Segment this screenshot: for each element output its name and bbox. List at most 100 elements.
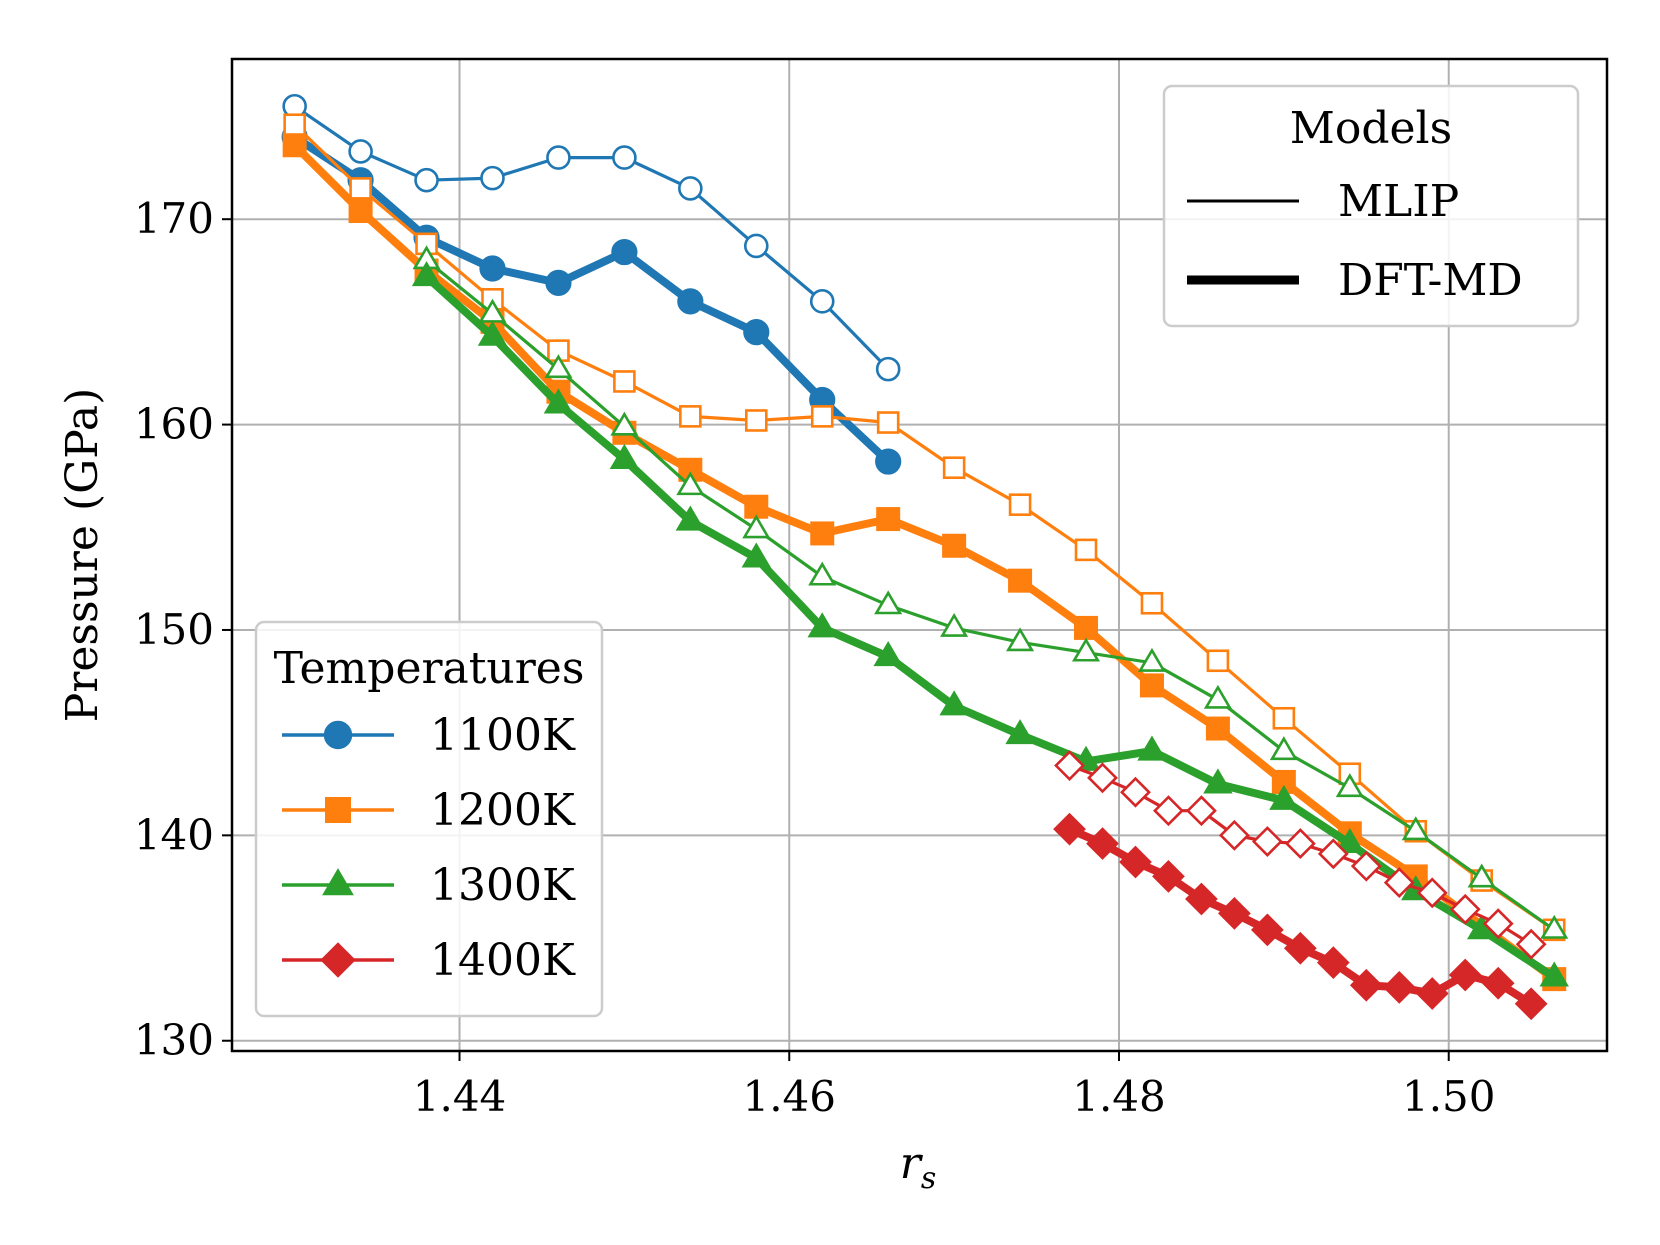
data-point — [876, 507, 901, 532]
data-point — [1448, 958, 1482, 992]
data-point — [676, 471, 705, 496]
data-point — [1152, 860, 1185, 893]
data-point — [1185, 795, 1217, 827]
data-point — [348, 139, 373, 164]
data-point — [610, 411, 639, 436]
legend-label: 1400K — [430, 935, 576, 986]
data-point — [1071, 637, 1101, 662]
data-point — [743, 319, 770, 346]
data-point — [1316, 946, 1350, 980]
data-point — [1218, 819, 1250, 851]
legend-label: 1300K — [430, 860, 576, 911]
data-point — [1269, 736, 1298, 761]
series-1400K-MLIP — [1054, 750, 1547, 960]
data-point — [282, 133, 307, 158]
data-point — [1205, 716, 1230, 741]
data-point — [1250, 913, 1284, 947]
data-point — [875, 448, 902, 475]
data-point — [1005, 719, 1035, 745]
data-point — [1120, 776, 1151, 808]
data-point — [873, 641, 903, 667]
x-tick-label: 1.44 — [413, 1072, 507, 1121]
series-layer — [281, 93, 1569, 1021]
legend-marker — [320, 942, 356, 978]
y-tick-label: 130 — [134, 1016, 214, 1065]
data-point — [675, 505, 706, 531]
data-point — [1349, 968, 1383, 1002]
data-point — [1284, 828, 1316, 860]
legend-box — [1162, 84, 1580, 328]
data-point — [1514, 987, 1548, 1021]
data-point — [940, 612, 969, 637]
temperatures-legend: Temperatures 1100K 1200K 1300K 1400K — [254, 620, 604, 1018]
data-point — [807, 612, 837, 638]
data-point — [875, 356, 901, 382]
y-tick-label: 140 — [134, 810, 214, 859]
data-point — [679, 405, 702, 428]
data-point — [1272, 706, 1296, 730]
data-point — [677, 288, 704, 315]
legend-title: Models — [1290, 103, 1452, 154]
legend-marker — [325, 797, 351, 823]
data-point — [1401, 816, 1430, 841]
data-point — [1137, 647, 1167, 672]
data-point — [742, 514, 771, 539]
data-point — [1074, 615, 1099, 640]
y-axis-label: Pressure (GPa) — [57, 388, 108, 723]
x-tick-label: 1.50 — [1402, 1072, 1496, 1121]
models-legend: Models MLIP DFT-MD — [1162, 84, 1580, 328]
data-point — [543, 388, 574, 414]
data-point — [876, 411, 900, 434]
data-point — [1283, 931, 1317, 965]
legend-label: DFT-MD — [1338, 255, 1523, 306]
data-point — [546, 145, 571, 170]
data-point — [1382, 970, 1416, 1004]
data-point — [1218, 897, 1251, 930]
data-point — [1074, 538, 1098, 562]
data-point — [1086, 827, 1119, 860]
legend-marker — [322, 868, 354, 896]
data-point — [348, 198, 373, 223]
data-point — [1335, 773, 1364, 798]
data-point — [1006, 627, 1035, 652]
legend-box — [254, 620, 604, 1018]
data-point — [1335, 827, 1365, 854]
data-point — [1383, 867, 1415, 899]
data-point — [743, 233, 769, 259]
data-point — [874, 590, 903, 615]
y-tick-label: 150 — [134, 605, 214, 654]
data-point — [609, 443, 640, 469]
data-point — [1087, 762, 1118, 794]
data-point — [1251, 826, 1283, 857]
data-point — [1153, 795, 1184, 827]
series-1300K-DFT-MD — [411, 261, 1569, 987]
data-point — [1185, 882, 1218, 916]
data-point — [1540, 914, 1569, 939]
data-point — [411, 261, 442, 287]
data-point — [1203, 684, 1232, 709]
data-point — [477, 320, 508, 346]
data-point — [414, 167, 439, 193]
data-point — [942, 456, 966, 480]
data-point — [613, 370, 636, 393]
data-point — [1449, 893, 1481, 925]
legend-title: Temperatures — [274, 643, 585, 694]
data-point — [1416, 877, 1448, 909]
series-line — [292, 133, 891, 465]
data-point — [809, 289, 835, 314]
data-point — [1539, 961, 1569, 987]
series-1100K-MLIP — [282, 93, 901, 382]
data-point — [1350, 850, 1382, 882]
data-point — [939, 690, 969, 716]
data-point — [1140, 591, 1164, 615]
data-point — [612, 145, 637, 170]
legend-marker — [323, 720, 353, 750]
data-point — [1053, 812, 1086, 846]
y-tick-label: 160 — [134, 400, 214, 449]
legend-label: 1100K — [430, 710, 576, 761]
series-line — [293, 104, 890, 371]
data-point — [1139, 673, 1164, 698]
data-point — [1206, 649, 1230, 673]
x-tick-label: 1.46 — [742, 1072, 836, 1121]
